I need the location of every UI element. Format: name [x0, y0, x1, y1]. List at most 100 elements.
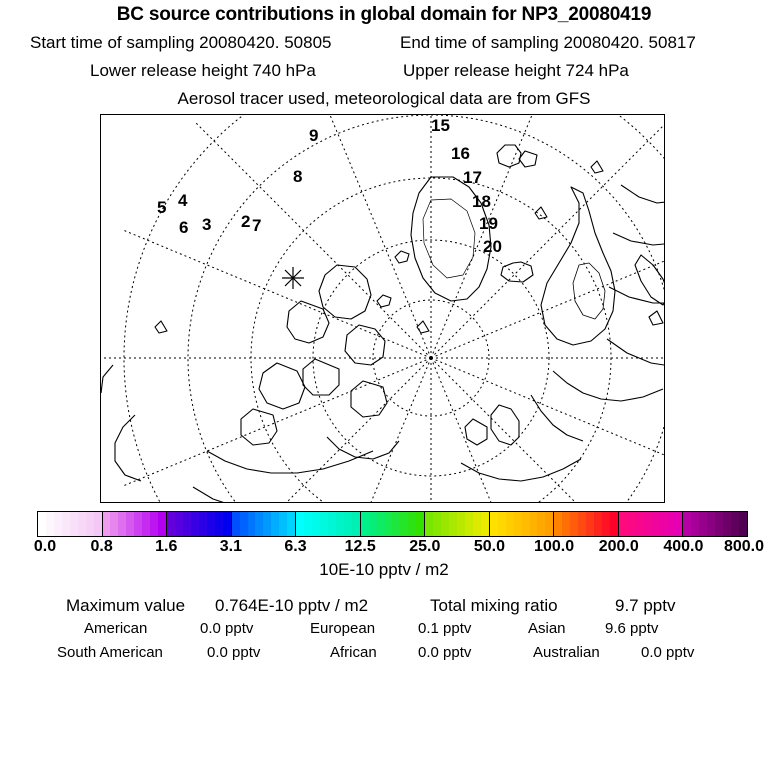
colorbar-band	[343, 512, 352, 536]
colorbar[interactable]	[37, 511, 748, 537]
colorbar-band	[182, 512, 191, 536]
colorbar-band	[287, 512, 296, 536]
colorbar-band	[715, 512, 724, 536]
colorbar-band	[392, 512, 401, 536]
colorbar-band	[554, 512, 563, 536]
colorbar-band	[271, 512, 280, 536]
colorbar-band	[85, 512, 94, 536]
colorbar-band	[150, 512, 159, 536]
colorbar-band	[255, 512, 264, 536]
colorbar-band	[335, 512, 344, 536]
colorbar-band	[312, 512, 320, 536]
colorbar-tick-200-0: 200.0	[598, 538, 639, 555]
map-label-20: 20	[483, 237, 502, 256]
colorbar-band	[296, 512, 305, 536]
colorbar-band	[118, 512, 127, 536]
map-label-6: 6	[179, 218, 189, 237]
colorbar-band	[570, 512, 579, 536]
region-value-south-american: 0.0 pptv	[207, 644, 261, 661]
colorbar-band	[45, 512, 54, 536]
colorbar-tick-3-1: 3.1	[219, 538, 243, 555]
colorbar-band	[634, 512, 643, 536]
colorbar-band	[400, 512, 409, 536]
colorbar-band	[53, 512, 62, 536]
colorbar-band	[707, 512, 716, 536]
colorbar-segment-2	[167, 512, 232, 536]
region-label-south-american: South American	[57, 644, 163, 661]
colorbar-band	[618, 512, 627, 536]
colorbar-band	[658, 512, 667, 536]
map-label-17: 17	[463, 168, 482, 187]
colorbar-segment-3	[231, 512, 297, 536]
colorbar-band	[214, 512, 223, 536]
colorbar-band	[61, 512, 70, 536]
colorbar-tick-0-0: 0.0	[33, 538, 57, 555]
colorbar-band	[480, 512, 489, 536]
colorbar-band	[126, 512, 135, 536]
map-label-7: 7	[252, 216, 262, 235]
colorbar-band	[198, 512, 207, 536]
region-value-asian: 9.6 pptv	[605, 620, 659, 637]
colorbar-band	[441, 512, 450, 536]
colorbar-band	[77, 512, 86, 536]
colorbar-band	[327, 512, 336, 536]
colorbar-band	[578, 512, 587, 536]
colorbar-band	[594, 512, 602, 536]
colorbar-unit-label: 10E-10 pptv / m2	[319, 560, 449, 579]
colorbar-band	[206, 512, 215, 536]
colorbar-band	[239, 512, 248, 536]
colorbar-band	[586, 512, 595, 536]
region-label-european: European	[310, 620, 376, 637]
map-label-2: 2	[241, 212, 251, 231]
colorbar-segment-8	[554, 512, 619, 536]
map-panel[interactable]: 2 3 4 5 6 7 8 9 15 16 17 18 19 20	[100, 114, 665, 503]
colorbar-segment-9	[618, 512, 684, 536]
colorbar-band	[650, 512, 659, 536]
release-star-marker	[282, 267, 304, 289]
colorbar-band	[190, 512, 199, 536]
map-label-3: 3	[202, 215, 212, 234]
colorbar-band	[158, 512, 167, 536]
colorbar-tick-25-0: 25.0	[409, 538, 441, 555]
max-value-value: 0.764E-10 pptv / m2	[215, 596, 369, 615]
colorbar-band	[449, 512, 458, 536]
colorbar-band	[609, 512, 618, 536]
latitude-circles	[123, 115, 664, 502]
region-value-african: 0.0 pptv	[418, 644, 472, 661]
colorbar-band	[626, 512, 635, 536]
colorbar-tick-100-0: 100.0	[534, 538, 575, 555]
colorbar-band	[263, 512, 272, 536]
coastlines	[101, 144, 664, 502]
colorbar-segment-1	[102, 512, 168, 536]
colorbar-band	[699, 512, 708, 536]
colorbar-band	[351, 512, 360, 536]
colorbar-tick-1-6: 1.6	[155, 538, 178, 555]
end-time-text: End time of sampling 20080420. 50817	[400, 33, 696, 52]
colorbar-segment-5	[360, 512, 426, 536]
colorbar-band	[360, 512, 369, 536]
colorbar-tick-labels: 0.0 0.8 1.6 3.1 6.3 12.5 25.0 50.0 100.0 200.0 400…	[0, 538, 768, 558]
colorbar-band	[464, 512, 473, 536]
colorbar-segment-10	[683, 512, 747, 536]
colorbar-band	[38, 512, 46, 536]
colorbar-band	[425, 512, 434, 536]
total-mixing-ratio-value: 9.7 pptv	[615, 596, 676, 615]
colorbar-band	[93, 512, 102, 536]
total-mixing-ratio-label: Total mixing ratio	[430, 596, 558, 615]
colorbar-band	[247, 512, 256, 536]
colorbar-segment-6	[425, 512, 490, 536]
map-label-8: 8	[293, 167, 303, 186]
map-label-9: 9	[309, 126, 319, 145]
colorbar-band	[376, 512, 385, 536]
colorbar-band	[642, 512, 651, 536]
colorbar-band	[537, 512, 546, 536]
meridian-lines	[101, 115, 664, 502]
colorbar-band	[231, 512, 240, 536]
colorbar-segment-4	[296, 512, 361, 536]
colorbar-band	[602, 512, 610, 536]
page-title: BC source contributions in global domain…	[116, 4, 652, 25]
colorbar-band	[674, 512, 683, 536]
colorbar-container	[37, 511, 748, 537]
region-value-european: 0.1 pptv	[418, 620, 472, 637]
